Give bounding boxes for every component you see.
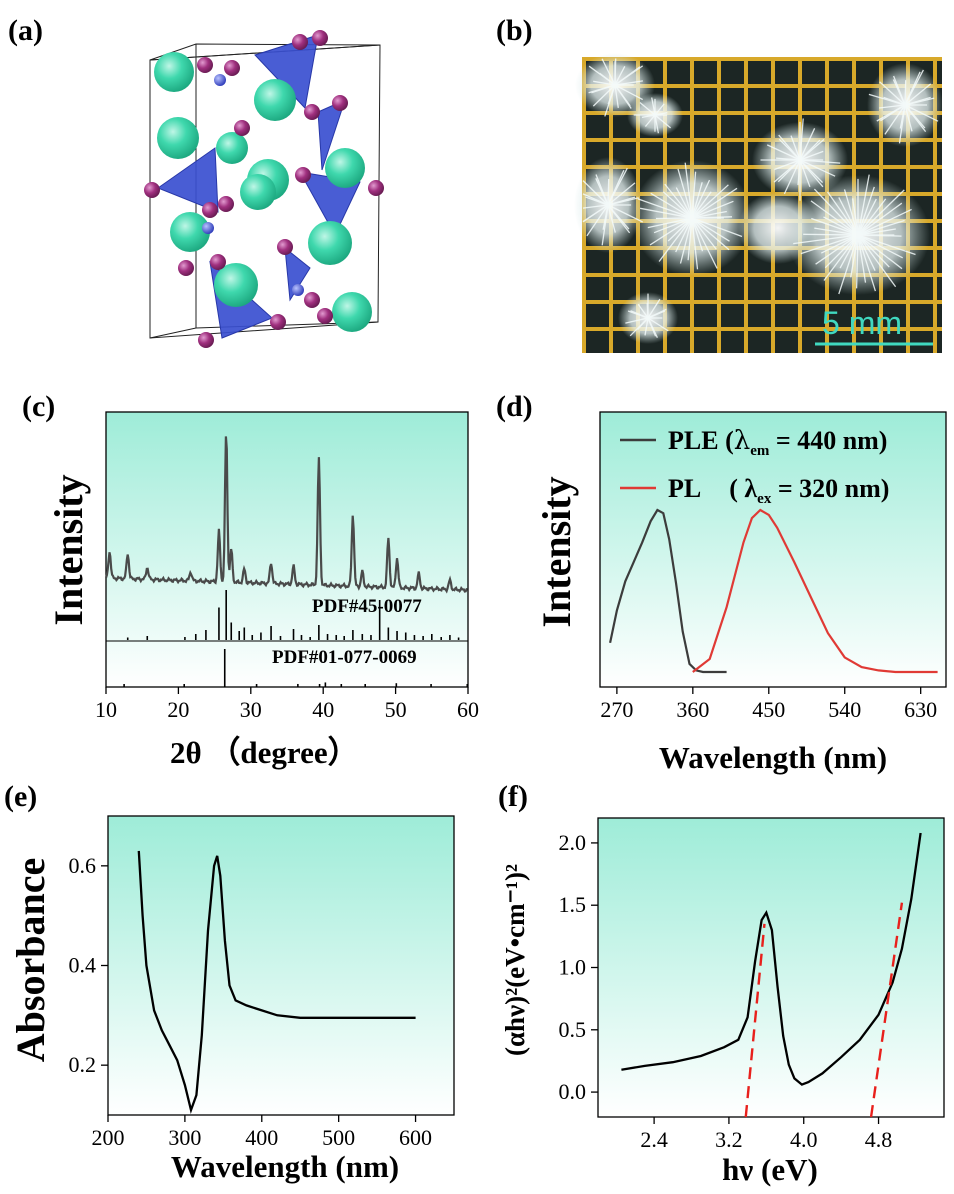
ref-label-45-0077: PDF#45-0077 — [312, 596, 422, 617]
y-tick-label: 1.5 — [559, 892, 587, 917]
fit-line-right — [869, 902, 904, 1118]
x-tick-label: 450 — [752, 697, 785, 722]
y-tick-label: 0.5 — [559, 1017, 587, 1042]
ref-label-01-077-0069: PDF#01-077-0069 — [272, 647, 417, 668]
x-tick-label: 500 — [322, 1125, 355, 1150]
tauc-series-line — [621, 832, 922, 1086]
x-axis-title: Wavelength (nm) — [659, 740, 887, 775]
panel-label-a: (a) — [8, 14, 43, 47]
y-axis-ticks: 0.2 0.4 0.6 — [69, 853, 108, 1077]
x-tick-label: 600 — [399, 1125, 432, 1150]
purple-atoms — [144, 30, 384, 348]
x-axis-title: hν (eV) — [722, 1152, 818, 1187]
legend-label-ple: PLE (λem = 440 nm) — [668, 426, 887, 459]
y-tick-label: 0.0 — [559, 1079, 587, 1104]
y-tick-label: 0.4 — [69, 953, 97, 978]
ref-sticks-45-0077 — [126, 590, 460, 640]
legend-label-pl: PL( λex = 320 nm) — [668, 474, 889, 507]
ref-sticks-01-077-0069 — [123, 649, 469, 687]
x-tick-label: 30 — [240, 697, 262, 722]
x-tick-label: 4.8 — [865, 1127, 893, 1152]
y-tick-label: 2.0 — [559, 830, 587, 855]
xrd-pattern — [104, 436, 468, 594]
x-tick-label: 200 — [92, 1125, 125, 1150]
x-tick-label: 630 — [904, 697, 937, 722]
x-axis-title: 2θ （degree） — [170, 735, 359, 770]
y-tick-label: 1.0 — [559, 955, 587, 980]
x-tick-label: 270 — [600, 697, 633, 722]
panel-label-d: (d) — [496, 390, 533, 423]
x-tick-label: 40 — [312, 697, 334, 722]
x-tick-label: 400 — [245, 1125, 278, 1150]
x-axis-ticks: 2.4 3.2 4.0 4.8 — [640, 1117, 892, 1152]
x-tick-label: 540 — [828, 697, 861, 722]
chart-e: 200 300 400 500 600 0.2 0.4 0.6 Wavelength (nm… — [8, 815, 455, 1184]
pl-series-line — [692, 508, 938, 674]
x-tick-label: 3.2 — [715, 1127, 743, 1152]
y-tick-label: 0.6 — [69, 853, 97, 878]
teal-atoms — [154, 52, 372, 332]
fit-line-left — [744, 923, 766, 1118]
y-axis-ticks: 0.0 0.5 1.0 1.5 2.0 — [559, 830, 598, 1104]
x-tick-label: 300 — [168, 1125, 201, 1150]
crystal-structure — [144, 30, 384, 348]
x-tick-label: 60 — [457, 697, 479, 722]
y-axis-title: Intensity — [534, 476, 579, 627]
blue-atoms — [202, 74, 304, 296]
chart-d: PLE (λem = 440 nm) PL( λex = 320 nm) 270… — [534, 411, 947, 775]
panel-label-c: (c) — [22, 390, 55, 423]
x-axis-ticks: 200 300 400 500 600 — [92, 1115, 432, 1150]
ple-series-line — [609, 508, 727, 674]
panel-label-b: (b) — [496, 14, 533, 47]
scale-bar-label: 5 mm — [822, 305, 902, 341]
panel-label-e: (e) — [4, 780, 37, 813]
crystal-needles — [582, 58, 939, 338]
x-tick-label: 20 — [167, 697, 189, 722]
x-axis-title: Wavelength (nm) — [171, 1149, 399, 1184]
x-tick-label: 2.4 — [640, 1127, 668, 1152]
panel-label-f: (f) — [498, 780, 528, 813]
y-axis-title: Intensity — [46, 474, 91, 625]
legend: PLE (λem = 440 nm) PL( λex = 320 nm) — [620, 426, 889, 507]
crystal-photo: 5 mm — [574, 53, 943, 353]
y-tick-label: 0.2 — [69, 1052, 97, 1077]
chart-c: PDF#45-0077 PDF#01-077-0069 10 20 30 40 50 60… — [46, 411, 479, 770]
x-tick-label: 360 — [676, 697, 709, 722]
x-tick-label: 4.0 — [790, 1127, 818, 1152]
x-axis-ticks: 10 20 30 40 50 60 — [95, 687, 479, 722]
chart-f: 2.4 3.2 4.0 4.8 0.0 0.5 1.0 1.5 2.0 hν (eV) (αh… — [500, 817, 945, 1187]
x-tick-label: 50 — [385, 697, 407, 722]
x-tick-label: 10 — [95, 697, 117, 722]
x-axis-ticks: 270 360 450 540 630 — [600, 687, 937, 722]
y-axis-title: (αhν)²(eV•cm⁻¹)² — [500, 864, 530, 1056]
absorbance-series-line — [137, 850, 416, 1114]
y-axis-title: Absorbance — [8, 858, 53, 1062]
